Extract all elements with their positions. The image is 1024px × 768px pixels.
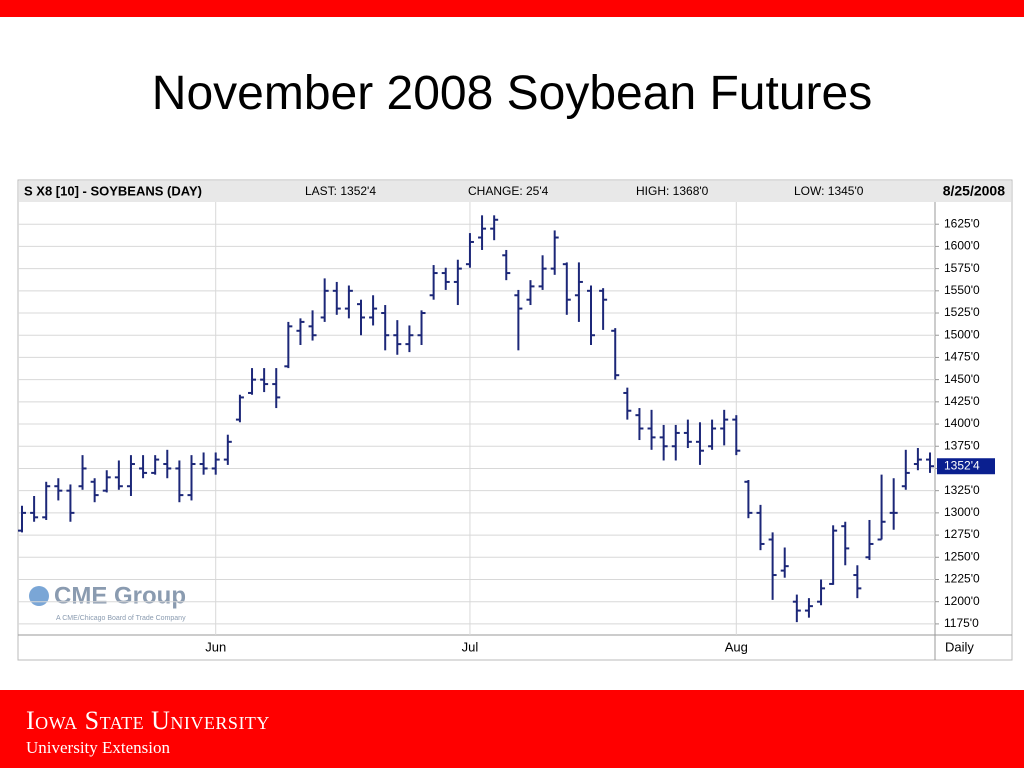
y-tick-label: 1625'0 [944,216,980,230]
last-price-label: 1352'4 [944,458,980,472]
y-tick-label: 1375'0 [944,438,980,452]
y-tick-label: 1325'0 [944,483,980,497]
y-tick-label: 1300'0 [944,505,980,519]
x-tick-label: Aug [725,639,748,654]
chart: S X8 [10] - SOYBEANS (DAY) LAST: 1352'4 … [17,179,1013,661]
chart-frame [17,179,1013,661]
footer: Iowa State University University Extensi… [0,690,1024,768]
y-tick-label: 1450'0 [944,372,980,386]
y-tick-label: 1225'0 [944,572,980,586]
logo: CME Group [54,582,186,609]
chart-header [19,181,1011,202]
y-tick-label: 1425'0 [944,394,980,408]
low: LOW: 1345'0 [794,184,864,198]
logo-icon [29,586,49,606]
y-tick-label: 1175'0 [944,616,979,630]
slide-title: November 2008 Soybean Futures [151,67,873,120]
x-tick-label: Jun [205,639,226,654]
logo-tagline: A CME/Chicago Board of Trade Company [56,615,186,622]
y-tick-label: 1600'0 [944,239,980,253]
top-bar [0,0,1024,17]
last: LAST: 1352'4 [305,184,376,198]
y-tick-label: 1275'0 [944,527,980,541]
x-tick-label: Jul [462,639,479,654]
y-tick-label: 1250'0 [944,549,980,563]
interval: Daily [945,639,974,654]
y-tick-label: 1200'0 [944,594,980,608]
last-price-marker [937,458,995,475]
footer-university: Iowa State University [26,706,270,735]
y-tick-label: 1475'0 [944,350,980,364]
y-tick-label: 1400'0 [944,416,980,430]
y-tick-label: 1500'0 [944,327,980,341]
y-tick-label: 1525'0 [944,305,980,319]
y-tick-label: 1550'0 [944,283,980,297]
footer-unit: University Extension [26,738,171,757]
y-tick-label: 1575'0 [944,261,980,275]
date: 8/25/2008 [943,183,1005,199]
high: HIGH: 1368'0 [636,184,709,198]
symbol: S X8 [10] - SOYBEANS (DAY) [24,183,202,198]
change: CHANGE: 25'4 [468,184,549,198]
